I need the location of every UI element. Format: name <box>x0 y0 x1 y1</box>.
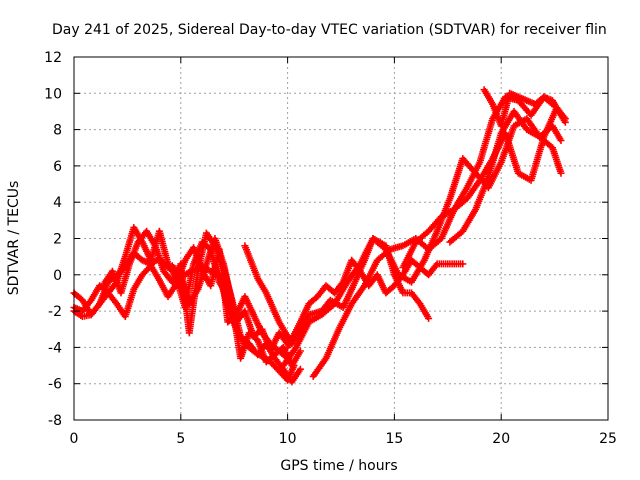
series-track-12 <box>480 86 565 130</box>
y-tick-label: -2 <box>48 304 62 320</box>
tick-labels: 0 5 10 15 20 25 -8 -6 -4 -2 0 2 4 6 8 10 12 <box>44 50 617 447</box>
y-tick-label: 4 <box>53 195 62 211</box>
y-tick-label: 6 <box>53 159 62 175</box>
x-tick-label: 10 <box>279 431 297 447</box>
data-point <box>557 111 565 119</box>
y-tick-label: 8 <box>53 123 62 139</box>
series-track-7 <box>284 256 467 351</box>
x-tick-label: 15 <box>385 431 403 447</box>
chart-title: Day 241 of 2025, Sidereal Day-to-day VTE… <box>52 22 607 38</box>
y-tick-label: 12 <box>44 50 62 66</box>
data-point <box>557 169 565 177</box>
y-tick-label: 2 <box>53 232 62 248</box>
x-tick-label: 25 <box>599 431 617 447</box>
x-axis-label: GPS time / hours <box>280 458 397 474</box>
data-point <box>296 365 304 373</box>
y-tick-label: -4 <box>48 340 62 356</box>
data-series <box>70 86 569 386</box>
data-point <box>561 118 569 126</box>
x-tick-label: 5 <box>176 431 185 447</box>
y-tick-label: 0 <box>53 268 62 284</box>
y-tick-label: -8 <box>48 413 62 429</box>
axis-ticks <box>73 56 609 421</box>
x-tick-label: 0 <box>70 431 79 447</box>
y-axis-label: SDTVAR / TECUs <box>6 181 22 296</box>
data-point <box>296 347 304 355</box>
data-point <box>459 260 467 268</box>
y-tick-label: -6 <box>48 377 62 393</box>
data-point <box>557 137 565 144</box>
x-tick-label: 20 <box>492 431 510 447</box>
series-track-8 <box>279 115 565 370</box>
y-tick-label: 10 <box>44 86 62 102</box>
data-point <box>425 314 433 322</box>
